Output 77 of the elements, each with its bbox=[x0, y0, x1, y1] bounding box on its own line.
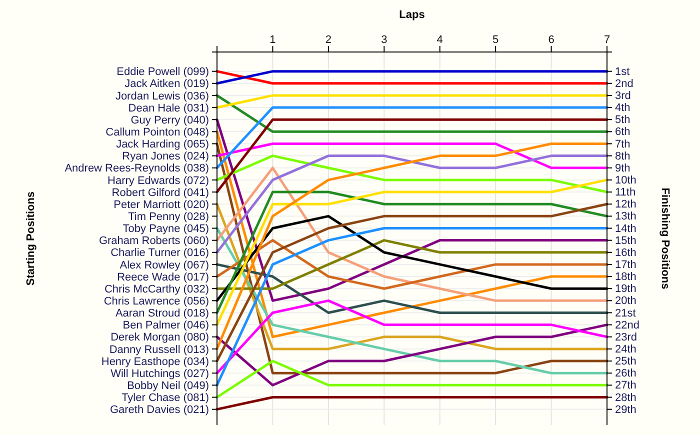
x-tick-label: 2 bbox=[325, 34, 332, 46]
text: Peter Marriott (020) bbox=[114, 198, 209, 211]
line-series bbox=[216, 299, 608, 374]
line-series bbox=[216, 263, 608, 314]
text: Guy Perry (040) bbox=[130, 114, 209, 126]
y-tick-label: 18th bbox=[615, 271, 636, 284]
x-tick-label: 5 bbox=[492, 34, 499, 46]
y-tick-label: 14th bbox=[615, 222, 636, 235]
text: Derek Morgan (080) bbox=[110, 332, 209, 344]
text: Toby Payne (045) bbox=[122, 223, 209, 236]
text: Eddie Powell (099) bbox=[116, 66, 209, 78]
text: Ben Palmer (046) bbox=[122, 320, 209, 332]
y-tick-label: 15th bbox=[615, 234, 636, 247]
line-series bbox=[216, 166, 608, 302]
y-tick-label: 5th bbox=[615, 114, 630, 126]
text: Danny Russell (013) bbox=[109, 344, 209, 356]
line-series bbox=[216, 324, 608, 386]
text: Chris McCarthy (032) bbox=[104, 283, 209, 296]
y-tick-label: 26th bbox=[615, 368, 636, 380]
text: Jack Harding (065) bbox=[116, 138, 209, 151]
y-tick-label: 6th bbox=[615, 126, 630, 138]
text: Jack Aitken (019) bbox=[124, 78, 209, 90]
y-tick-label: 7th bbox=[615, 138, 630, 150]
line-series bbox=[216, 154, 608, 194]
y-tick-label: 10th bbox=[615, 174, 636, 186]
y-tick-label: 9th bbox=[615, 162, 630, 174]
y-axis-title: Finishing Positions bbox=[659, 188, 671, 290]
y-tick-label: 16th bbox=[615, 246, 636, 259]
text: Graham Roberts (060) bbox=[98, 235, 209, 248]
text: Alex Rowley (067) bbox=[120, 259, 209, 272]
text: Jordan Lewis (036) bbox=[115, 90, 209, 102]
text: Tyler Chase (081) bbox=[122, 392, 209, 404]
text: Henry Easthope (034) bbox=[101, 356, 209, 368]
x-tick-label: 7 bbox=[604, 34, 610, 46]
text: Andrew Rees-Reynolds (038) bbox=[64, 162, 209, 175]
y-tick-label: 11th bbox=[615, 186, 636, 199]
line-series bbox=[216, 178, 608, 326]
y-tick-label: 25th bbox=[615, 356, 636, 368]
text: Ryan Jones (024) bbox=[122, 150, 209, 163]
text: Reece Wade (017) bbox=[117, 271, 209, 284]
x-tick-label: 3 bbox=[381, 34, 388, 46]
x-tick-label: 4 bbox=[436, 34, 443, 46]
text: Bobby Neil (049) bbox=[127, 380, 209, 392]
y-tick-label: 29th bbox=[615, 404, 636, 416]
y-tick-label: 4th bbox=[615, 102, 630, 114]
y-tick-label: 8th bbox=[615, 150, 630, 162]
text: Charlie Turner (016) bbox=[110, 247, 209, 260]
y-tick-label: 22nd bbox=[615, 319, 640, 332]
y-tick-label: 12th bbox=[615, 198, 636, 211]
y-tick-label: 28th bbox=[615, 392, 636, 404]
y-tick-label: 13th bbox=[615, 210, 636, 223]
y-tick-label: 3rd bbox=[615, 90, 631, 102]
y-tick-label: 24th bbox=[615, 343, 636, 356]
y-tick-label: 1st bbox=[615, 66, 630, 78]
y-tick-label: 23rd bbox=[615, 331, 638, 344]
text: Callum Pointon (048) bbox=[106, 126, 209, 139]
text: Harry Edwards (072) bbox=[108, 174, 209, 187]
y-tick-label: 21st bbox=[615, 307, 636, 320]
y-tick-label: 27th bbox=[615, 380, 636, 392]
x-axis-title: Laps bbox=[399, 9, 425, 21]
line-series bbox=[216, 154, 608, 254]
y-tick-label: 2nd bbox=[615, 78, 634, 90]
y-tick-label: 20th bbox=[615, 295, 636, 308]
text: Aaran Stroud (018) bbox=[115, 308, 209, 320]
x-tick-label: 6 bbox=[548, 34, 554, 46]
text: Gareth Davies (021) bbox=[110, 404, 209, 416]
y-tick-label: 17th bbox=[615, 258, 636, 271]
text: Tim Penny (028) bbox=[128, 211, 209, 224]
line-series bbox=[216, 239, 608, 290]
x-tick-label: 1 bbox=[270, 34, 276, 46]
text: Starting Positions bbox=[25, 191, 37, 286]
text: Dean Hale (031) bbox=[128, 102, 209, 114]
text: Will Hutchings (027) bbox=[110, 368, 209, 380]
text: Robert Gilford (041) bbox=[112, 186, 209, 199]
line-series bbox=[216, 190, 608, 314]
y-tick-label: 19th bbox=[615, 283, 636, 296]
text: Chris Lawrence (056) bbox=[104, 296, 209, 308]
